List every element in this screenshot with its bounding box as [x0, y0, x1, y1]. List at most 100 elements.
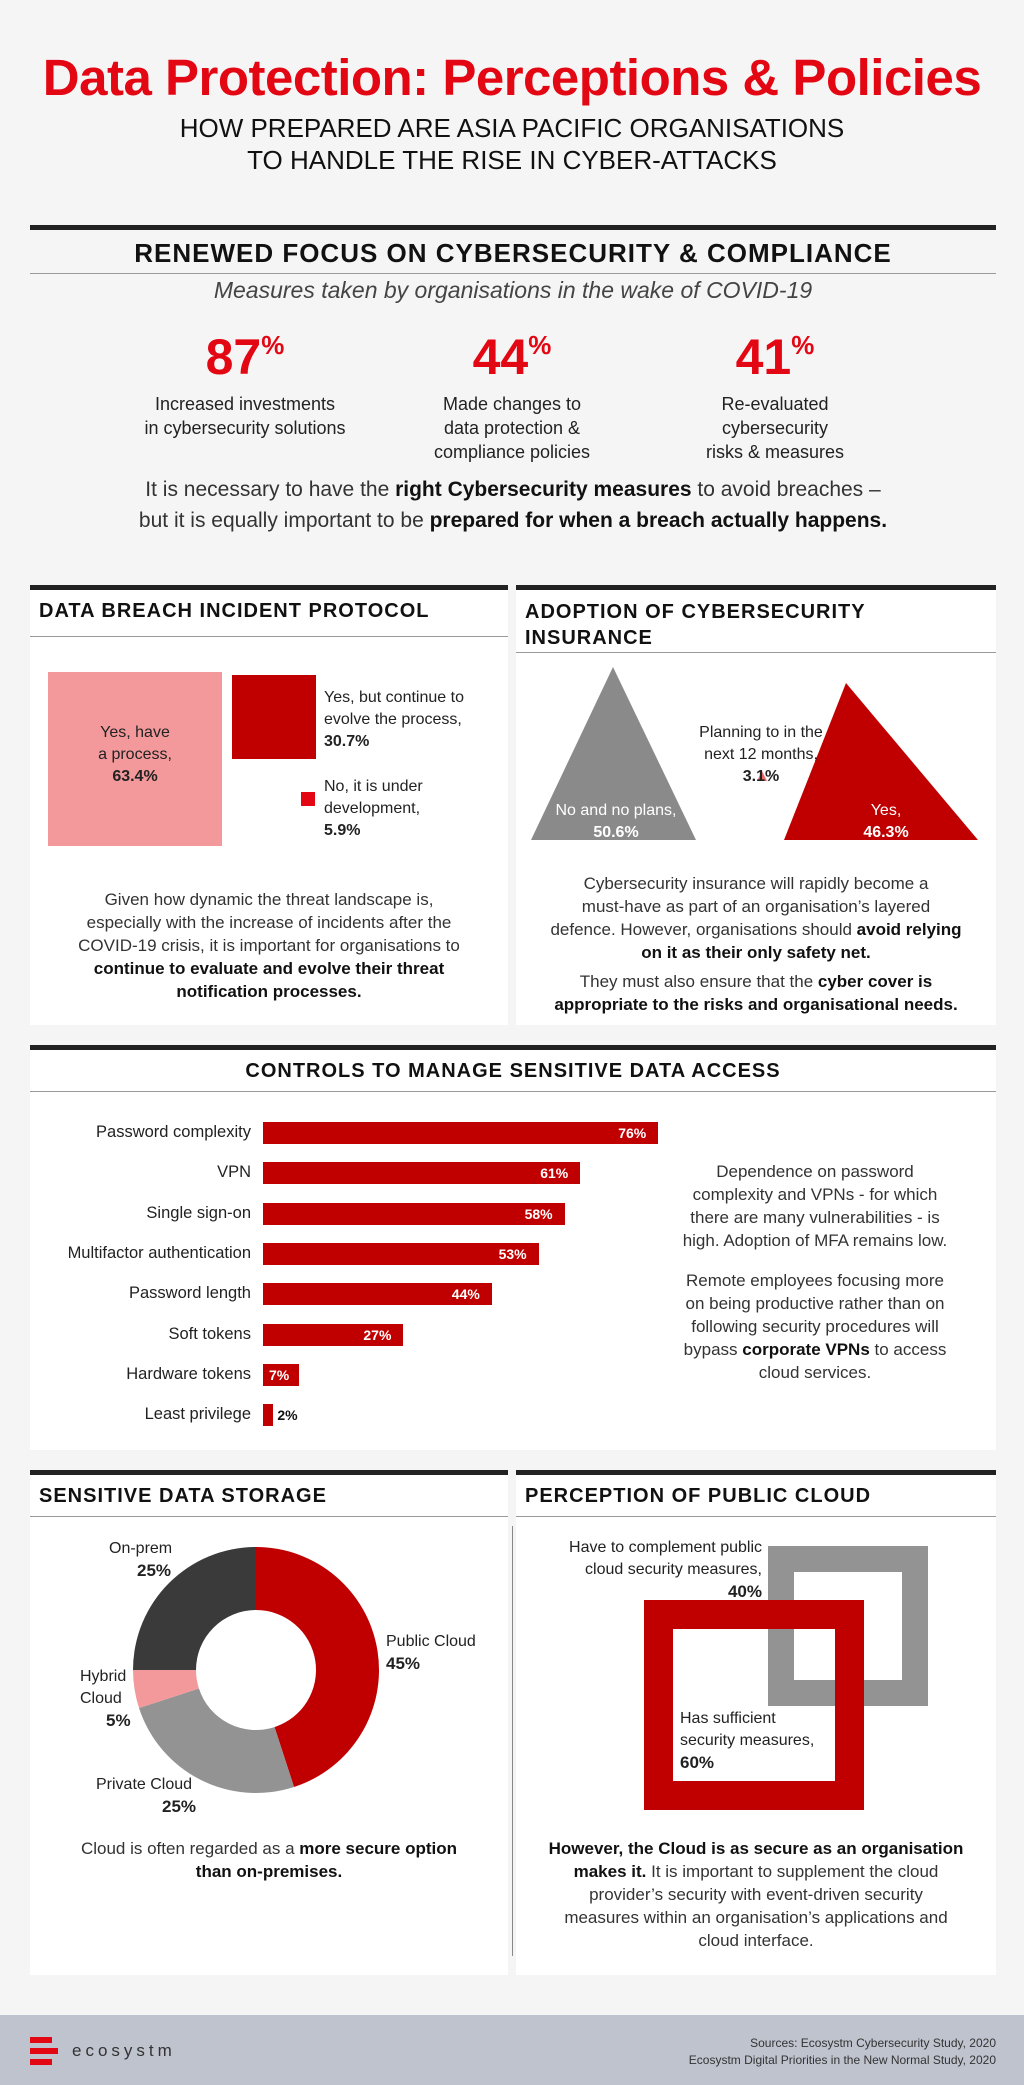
donut-slice: [133, 1547, 256, 1670]
cloud-heading: PERCEPTION OF PUBLIC CLOUD: [525, 1485, 872, 1507]
breach-label-no: No, it is under development, 5.9%: [324, 778, 423, 839]
bar-value-label: 61%: [540, 1165, 569, 1182]
storage-heading: SENSITIVE DATA STORAGE: [39, 1485, 327, 1507]
stat-label: Re-evaluated cybersecurity risks & measure…: [705, 394, 845, 462]
bar-row: Hardware tokens 7%: [30, 1362, 650, 1390]
bar-value-label: 27%: [363, 1326, 392, 1343]
bar: [263, 1404, 274, 1427]
footer: ecosystm Sources: Ecosystm Cybersecurity…: [0, 2015, 1024, 2085]
cloud-label-complement: Have to complement public cloud security…: [569, 1539, 762, 1601]
donut-slice: [133, 1670, 199, 1709]
bar-row: Soft tokens 27%: [30, 1322, 650, 1350]
insurance-label-no: No and no plans, 50.6%: [555, 802, 677, 841]
stat-label: Increased investments in cybersecurity so…: [144, 394, 346, 438]
bar-row: Single sign-on 58%: [30, 1201, 650, 1229]
page-subtitle: HOW PREPARED ARE ASIA PACIFIC ORGANISATI…: [0, 112, 1024, 176]
bar-value-label: 58%: [524, 1205, 553, 1222]
storage-text: Cloud is often regarded as a more secure…: [80, 1839, 458, 1881]
bar: [263, 1242, 539, 1265]
bar-value-label: 7%: [269, 1366, 290, 1383]
bar-label: Least privilege: [144, 1405, 251, 1424]
divider: [516, 652, 996, 653]
divider: [30, 273, 996, 274]
controls-heading: CONTROLS TO MANAGE SENSITIVE DATA ACCESS: [245, 1060, 781, 1082]
panel-top-bar: [516, 585, 996, 590]
bar-row: Password complexity 76%: [30, 1120, 659, 1148]
breach-block-evolve: [232, 675, 316, 759]
bar-row: Password length 44%: [30, 1281, 650, 1309]
sources: Sources: Ecosystm Cybersecurity Study, 2…: [688, 2036, 996, 2067]
insurance-triangles: [531, 667, 978, 840]
bar-row: Least privilege 2%: [30, 1402, 650, 1430]
bar: [263, 1323, 404, 1346]
cloud-panel: PERCEPTION OF PUBLIC CLOUD Have to compl…: [512, 1470, 996, 1975]
bar-value-label: 44%: [451, 1286, 480, 1303]
insurance-text: Cybersecurity insurance will rapidly bec…: [550, 874, 962, 1014]
renewed-subheading: Measures taken by organisations in the w…: [213, 277, 813, 303]
stat-value: 44%: [472, 329, 552, 385]
stat-label: Made changes to data protection & complian…: [433, 394, 591, 462]
subtitle-line: HOW PREPARED ARE ASIA PACIFIC ORGANISATI…: [179, 113, 845, 143]
bar-label: Password length: [129, 1284, 251, 1303]
storage-label-private: Private Cloud 25%: [96, 1776, 197, 1816]
storage-label-hybrid: Hybrid Cloud 5%: [80, 1668, 131, 1730]
triangle-no-plans: [531, 667, 696, 840]
panel-top-bar: [30, 1470, 508, 1475]
breach-block-no: [301, 792, 315, 806]
insurance-heading: ADOPTION OF CYBERSECURITY INSURANCE: [525, 601, 866, 649]
panel-top-bar: [30, 1045, 996, 1050]
bar-label: Single sign-on: [146, 1203, 251, 1222]
cloud-text: However, the Cloud is as secure as an or…: [548, 1839, 964, 1950]
renewed-heading: RENEWED FOCUS ON CYBERSECURITY & COMPLIA…: [134, 238, 892, 268]
page-title: Data Protection: Perceptions & Policies: [42, 49, 982, 106]
bar-label: Password complexity: [96, 1123, 251, 1141]
breach-label-yes: Yes, have a process, 63.4%: [98, 724, 172, 785]
breach-label-evolve: Yes, but continue to evolve the process,…: [324, 689, 464, 750]
square-sufficient: [644, 1600, 864, 1810]
bar-value-label: 2%: [277, 1407, 298, 1424]
triangle-yes: [784, 683, 978, 840]
storage-label-onprem: On-prem 25%: [109, 1540, 173, 1580]
bar: [263, 1122, 659, 1144]
panel-top-bar: [30, 585, 508, 590]
insurance-label-yes: Yes, 46.3%: [863, 802, 909, 841]
ecosystm-logo-icon: [30, 2037, 58, 2065]
bar: [263, 1162, 581, 1185]
insurance-panel: ADOPTION OF CYBERSECURITY INSURANCE No a…: [516, 585, 996, 1025]
bar: [263, 1283, 492, 1306]
bar-value-label: 53%: [498, 1245, 527, 1262]
breach-heading: DATA BREACH INCIDENT PROTOCOL: [39, 600, 430, 622]
stat-investments: 87% Increased investments in cybersecurit…: [110, 328, 380, 440]
stat-risks: 41% Re-evaluated cybersecurity risks & mea…: [640, 328, 910, 464]
brand-name: ecosystm: [72, 2041, 176, 2060]
controls-note-2: Remote employees focusing more on being …: [683, 1271, 947, 1382]
panel-top-bar: [516, 1470, 996, 1475]
divider: [30, 636, 508, 637]
renewed-note: It is necessary to have the right Cybers…: [138, 478, 888, 532]
insurance-label-planning: Planning to in the next 12 months, 3.1%: [699, 724, 823, 785]
panel-divider: [512, 1526, 513, 1956]
donut-slice: [256, 1547, 379, 1787]
divider: [516, 1516, 996, 1517]
storage-donut-chart: [133, 1547, 379, 1793]
bar-label: Hardware tokens: [126, 1364, 251, 1383]
bar-label: VPN: [217, 1163, 251, 1182]
divider: [30, 1091, 996, 1092]
stat-value: 87%: [205, 329, 285, 385]
bar-value-label: 76%: [618, 1125, 647, 1141]
stat-policies: 44% Made changes to data protection & comp…: [377, 328, 647, 464]
bar-label: Soft tokens: [168, 1324, 251, 1343]
breach-block-yes: [48, 672, 222, 846]
bar: [263, 1202, 565, 1225]
bar: [263, 1363, 300, 1386]
stat-value: 41%: [735, 329, 815, 385]
storage-panel: SENSITIVE DATA STORAGE On-prem 25% Publi…: [30, 1470, 508, 1975]
breach-panel: DATA BREACH INCIDENT PROTOCOL Yes, have …: [30, 585, 508, 1025]
storage-label-public: Public Cloud 45%: [386, 1633, 476, 1673]
subtitle-line: TO HANDLE THE RISE IN CYBER-ATTACKS: [247, 145, 777, 175]
bar-label: Multifactor authentication: [67, 1243, 251, 1262]
divider: [30, 1516, 508, 1517]
breach-text: Given how dynamic the threat landscape i…: [78, 890, 460, 1001]
bar-row: VPN 61%: [30, 1160, 650, 1188]
section-top-bar: [30, 225, 996, 230]
